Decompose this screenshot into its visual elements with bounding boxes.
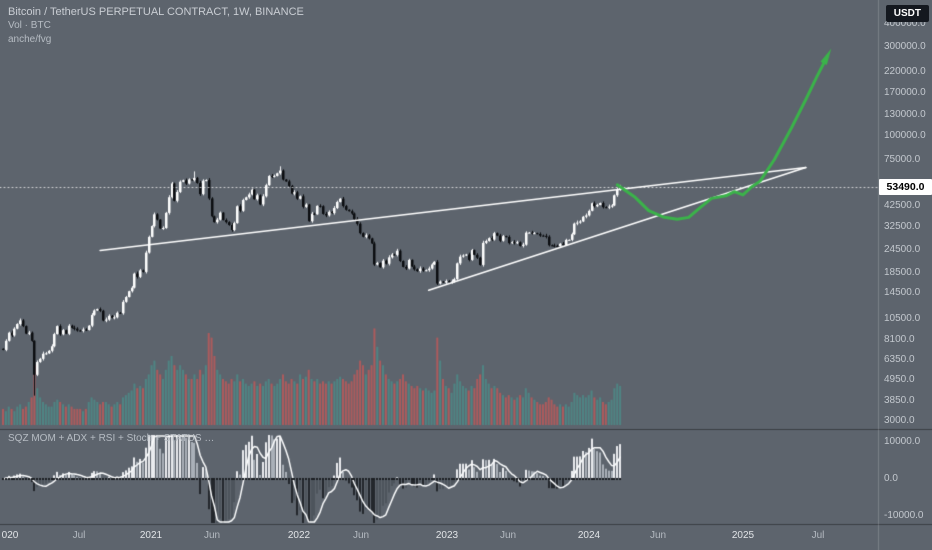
oscillator-tick-label: 10000.0: [884, 436, 921, 448]
price-tick-label: 18500.0: [884, 267, 921, 279]
fvg-indicator-label[interactable]: anche/fvg: [8, 34, 52, 45]
time-tick-label: 2022: [287, 530, 311, 541]
price-tick-label: 300000.0: [884, 40, 926, 52]
price-tick-label: 130000.0: [884, 108, 926, 120]
oscillator-tick-label: 0.0: [884, 473, 898, 484]
price-tick-label: 4950.0: [884, 374, 915, 386]
price-tick-label: 75000.0: [884, 153, 921, 165]
time-tick-label: Jun: [352, 530, 370, 541]
price-tick-label: 3000.0: [884, 415, 915, 426]
price-axis[interactable]: 400000.0 300000.0 220000.0 170000.0 130000.0…: [879, 0, 932, 550]
price-tick-label: 3850.0: [884, 394, 915, 406]
chart-legend: Bitcoin / TetherUS PERPETUAL CONTRACT, 1…: [8, 5, 304, 47]
time-tick-label: Jun: [203, 530, 221, 541]
oscillator-tick-label: -10000.0: [884, 509, 924, 521]
price-tick-label: 220000.0: [884, 66, 926, 78]
time-tick-label: 2021: [139, 530, 163, 541]
symbol-title[interactable]: Bitcoin / TetherUS PERPETUAL CONTRACT, 1…: [8, 6, 304, 18]
currency-toggle-badge[interactable]: USDT: [885, 5, 929, 22]
price-tick-label: 42500.0: [884, 199, 921, 211]
time-tick-label: 2024: [577, 530, 601, 541]
time-tick-label: 2025: [731, 530, 755, 541]
price-tick-label: 6350.0: [884, 354, 915, 366]
price-tick-label: 400000.0: [884, 17, 926, 29]
oscillator-pane-label[interactable]: SQZ MOM + ADX + RSI + Stoch + STATUS …: [8, 433, 215, 444]
price-tick-label: 24500.0: [884, 244, 921, 256]
volume-indicator-label[interactable]: Vol · BTC: [8, 20, 51, 31]
price-tick-label: 32500.0: [884, 221, 921, 233]
time-tick-label: Jul: [72, 530, 86, 541]
time-tick-label: Jun: [499, 530, 517, 541]
time-tick-label: 2023: [435, 530, 459, 541]
price-tick-label: 100000.0: [884, 130, 926, 142]
price-tick-label: 14500.0: [884, 287, 921, 299]
price-tick-label: 170000.0: [884, 87, 926, 99]
price-tick-label: 10500.0: [884, 313, 921, 325]
time-tick-label: Jun: [649, 530, 667, 541]
time-tick-label: Jul: [811, 530, 825, 541]
last-price-label: 53490.0: [879, 179, 932, 195]
price-tick-label: 8100.0: [884, 334, 915, 346]
time-tick-label: 020: [1, 530, 19, 541]
time-axis[interactable]: 020 Jul 2021 Jun 2022 Jun 2023 Jun 2024 Jun 2025 Ju…: [0, 527, 932, 549]
